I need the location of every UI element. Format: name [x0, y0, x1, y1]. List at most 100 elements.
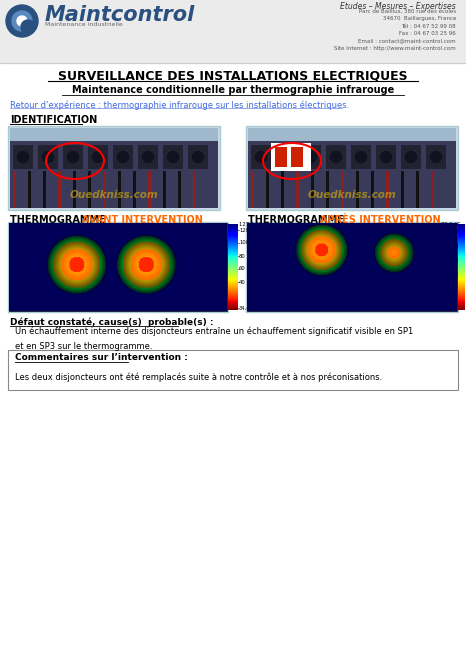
Bar: [193, 171, 196, 208]
Bar: [356, 171, 359, 208]
Text: 40: 40: [454, 272, 461, 276]
Text: THERMOGRAMME: THERMOGRAMME: [10, 215, 109, 225]
Text: 52,9 °C: 52,9 °C: [288, 241, 316, 249]
Bar: [38, 145, 58, 169]
Text: IDENTIFICATION: IDENTIFICATION: [10, 115, 97, 125]
Bar: [13, 145, 33, 169]
Text: APRÈS INTERVENTION: APRÈS INTERVENTION: [320, 215, 441, 225]
Bar: [251, 145, 271, 169]
Bar: [351, 145, 371, 169]
Text: 70: 70: [454, 230, 461, 234]
Bar: [301, 145, 321, 169]
Text: 60: 60: [239, 266, 246, 272]
Bar: [58, 171, 61, 208]
Text: AVANT INTERVENTION: AVANT INTERVENTION: [82, 215, 203, 225]
Circle shape: [281, 151, 292, 163]
Bar: [163, 171, 166, 208]
Circle shape: [306, 151, 316, 163]
Bar: [416, 171, 419, 208]
Bar: [13, 171, 16, 208]
Bar: [8, 222, 228, 312]
Text: 60: 60: [454, 243, 461, 249]
Text: 98,8 °C: 98,8 °C: [12, 263, 40, 272]
Text: 56,2 °C: 56,2 °C: [50, 293, 78, 303]
Text: 80: 80: [239, 253, 246, 259]
Bar: [281, 171, 284, 208]
Bar: [248, 128, 456, 141]
Bar: [311, 171, 314, 208]
Text: SURVEILLANCE DES INSTALLATIONS ELECTRIQUES: SURVEILLANCE DES INSTALLATIONS ELECTRIQU…: [58, 70, 408, 82]
Circle shape: [18, 151, 28, 163]
Bar: [371, 171, 374, 208]
Bar: [296, 171, 299, 208]
Circle shape: [330, 151, 342, 163]
Bar: [133, 171, 136, 208]
Bar: [138, 145, 158, 169]
Bar: [148, 171, 151, 208]
Circle shape: [42, 151, 54, 163]
Text: Maintenance industrielle: Maintenance industrielle: [45, 22, 123, 28]
Circle shape: [117, 151, 129, 163]
Circle shape: [405, 151, 417, 163]
Bar: [118, 171, 121, 208]
Text: Maintcontrol: Maintcontrol: [45, 5, 195, 25]
Bar: [266, 171, 269, 208]
Bar: [276, 145, 296, 169]
Text: 101,3 °C: 101,3 °C: [110, 274, 143, 282]
Text: Sp3: Sp3: [96, 268, 106, 274]
Circle shape: [167, 151, 178, 163]
Circle shape: [192, 151, 204, 163]
Bar: [88, 145, 108, 169]
Circle shape: [92, 151, 103, 163]
Bar: [178, 171, 181, 208]
Circle shape: [17, 16, 27, 26]
Text: Sp1: Sp1: [57, 255, 67, 261]
Bar: [248, 128, 456, 208]
Bar: [326, 145, 346, 169]
Text: 120: 120: [239, 228, 249, 232]
Bar: [0, 0, 466, 63]
Text: Sp1: Sp1: [278, 263, 288, 268]
Bar: [113, 145, 133, 169]
Bar: [246, 222, 458, 312]
Text: 40: 40: [239, 280, 246, 284]
Text: 51,8 °C: 51,8 °C: [368, 290, 396, 299]
Text: Un échauffement interne des disjoncteurs entraîne un échauffement significatif v: Un échauffement interne des disjoncteurs…: [15, 327, 413, 351]
Bar: [246, 126, 458, 210]
Text: THERMOGRAMME: THERMOGRAMME: [248, 215, 347, 225]
Bar: [28, 171, 31, 208]
Text: Retour d’expérience : thermographie infrarouge sur les installations électriques: Retour d’expérience : thermographie infr…: [10, 100, 349, 110]
Bar: [103, 171, 106, 208]
Text: Défaut constaté, cause(s)  probable(s) :: Défaut constaté, cause(s) probable(s) :: [10, 317, 213, 327]
Bar: [431, 171, 434, 208]
Text: Ouedkniss.com: Ouedkniss.com: [70, 190, 158, 200]
Bar: [341, 171, 344, 208]
Bar: [73, 171, 76, 208]
Text: 34,4: 34,4: [239, 305, 251, 311]
Text: 127,6 °C: 127,6 °C: [239, 222, 262, 226]
Bar: [401, 171, 404, 208]
Circle shape: [6, 5, 38, 37]
Bar: [386, 171, 389, 208]
Bar: [291, 147, 303, 167]
Bar: [188, 145, 208, 169]
Bar: [426, 145, 446, 169]
Bar: [63, 145, 83, 169]
Bar: [88, 171, 91, 208]
Circle shape: [68, 151, 78, 163]
FancyBboxPatch shape: [8, 350, 458, 390]
Text: 100: 100: [239, 241, 249, 245]
Text: Les deux disjoncteurs ont été remplacés suite à notre contrôle et à nos préconis: Les deux disjoncteurs ont été remplacés …: [15, 372, 382, 382]
Circle shape: [381, 151, 391, 163]
Text: 34,7: 34,7: [449, 303, 461, 307]
Circle shape: [356, 151, 366, 163]
Text: Parc de Baillius, 380 rue des écoles
34670  Baillargues, France
Tél : 04 67 52 9: Parc de Baillius, 380 rue des écoles 346…: [334, 9, 456, 51]
Text: Sp2: Sp2: [338, 265, 348, 270]
Bar: [271, 143, 311, 171]
Circle shape: [21, 20, 35, 34]
Bar: [376, 145, 396, 169]
Text: Etudes – Mesures – Expertises: Etudes – Mesures – Expertises: [340, 2, 456, 11]
Text: 79,1 °C: 79,1 °C: [441, 222, 461, 226]
Text: Commentaires sur l’intervention :: Commentaires sur l’intervention :: [15, 353, 188, 363]
Bar: [10, 128, 218, 141]
